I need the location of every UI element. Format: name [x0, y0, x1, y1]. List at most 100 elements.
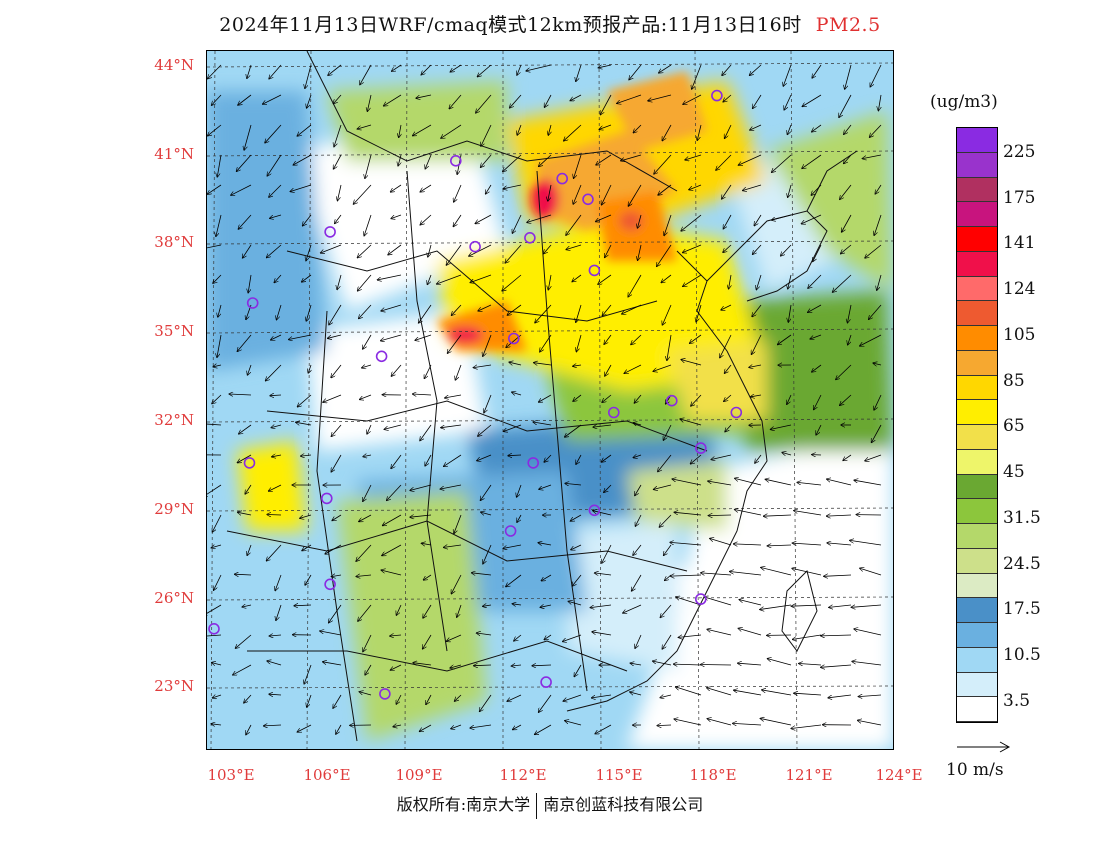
wind-arrow — [792, 605, 822, 606]
wind-arrow — [848, 304, 852, 323]
wind-arrow — [816, 424, 822, 435]
wind-arrow — [576, 304, 582, 322]
city-marker — [507, 332, 520, 345]
lon-label-112: 112°E — [499, 766, 547, 784]
wind-arrow — [791, 724, 822, 729]
wind-arrow — [788, 184, 792, 197]
wind-arrow — [267, 244, 282, 258]
copyright-owner: 版权所有:南京大学 — [396, 795, 531, 814]
wind-arrow — [486, 184, 492, 194]
wind-arrow — [811, 184, 822, 195]
wind-arrow — [599, 124, 612, 129]
wind-arrow — [660, 695, 672, 698]
city-marker — [711, 89, 723, 102]
map-title: 2024年11月13日WRF/cmaq模式12km预报产品:11月13日16时 P… — [0, 10, 1100, 37]
wind-arrow — [711, 454, 732, 460]
legend-label-10-5: 10.5 — [1003, 645, 1041, 665]
wind-arrow — [540, 334, 552, 352]
wind-arrow — [707, 719, 732, 726]
wind-arrow — [765, 479, 792, 486]
wind-arrow — [821, 664, 852, 667]
wind-arrow — [423, 604, 432, 618]
city-marker — [556, 172, 569, 185]
wind-arrow — [734, 690, 762, 696]
wind-arrow — [799, 664, 822, 666]
wind-arrow — [216, 214, 222, 236]
wind-arrow — [753, 244, 762, 254]
wind-arrow — [233, 664, 252, 675]
lat-label-41: 41°N — [154, 145, 194, 163]
wind-arrow — [538, 543, 552, 545]
wind-arrow — [427, 274, 432, 284]
legend-label-24-5: 24.5 — [1003, 554, 1041, 574]
wind-arrow — [365, 154, 372, 178]
wind-arrow — [267, 154, 282, 176]
city-marker — [379, 688, 391, 700]
wind-arrow — [691, 394, 702, 406]
wind-arrow — [296, 422, 312, 426]
wind-arrow — [451, 724, 462, 729]
wind-arrow — [505, 244, 522, 263]
wind-arrow — [391, 184, 402, 192]
wind-arrow — [532, 665, 552, 666]
wind-arrow — [367, 94, 372, 111]
wind-arrow — [633, 423, 642, 425]
wind-arrow — [781, 244, 792, 256]
wind-arrow — [576, 64, 582, 81]
wind-arrow — [504, 424, 522, 431]
wind-arrow — [701, 665, 732, 666]
wind-arrow — [865, 244, 882, 258]
wind-arrow — [568, 601, 582, 606]
wind-arrow — [363, 455, 372, 457]
wind-arrow — [842, 214, 852, 232]
wind-arrow — [662, 304, 672, 325]
wind-arrow — [676, 687, 702, 696]
wind-arrow — [710, 539, 732, 546]
wind-arrow — [265, 124, 282, 143]
wind-arrow — [416, 94, 432, 98]
wind-arrow — [859, 695, 882, 697]
wind-arrow — [802, 214, 822, 224]
wind-arrow — [605, 364, 612, 376]
wind-arrow — [782, 453, 792, 456]
wind-arrow — [635, 484, 642, 496]
wind-arrow — [808, 304, 822, 312]
wind-arrow — [305, 574, 312, 585]
wind-arrow — [635, 634, 642, 648]
wind-arrow — [480, 694, 492, 711]
wind-arrow — [878, 94, 881, 111]
wind-arrow — [674, 512, 702, 516]
lat-label-35: 35°N — [154, 322, 194, 340]
wind-arrow — [238, 454, 252, 463]
wind-arrow — [396, 604, 402, 615]
wind-arrow — [217, 334, 222, 357]
wind-arrow — [600, 94, 612, 115]
wind-arrow — [723, 214, 732, 229]
wind-arrow — [824, 575, 852, 576]
wind-arrow — [390, 635, 402, 636]
wind-arrow — [213, 274, 222, 283]
wind-arrow — [793, 543, 822, 545]
wind-arrow — [424, 574, 432, 580]
wind-arrow — [512, 214, 522, 233]
wind-arrow — [248, 364, 252, 375]
wind-arrow — [444, 454, 462, 466]
wind-arrow — [213, 695, 222, 698]
wind-arrow — [360, 64, 372, 85]
wind-arrow — [477, 633, 492, 635]
wind-arrow — [470, 274, 492, 283]
wind-arrow — [246, 724, 252, 735]
wind-arrow — [573, 365, 582, 366]
wind-arrow — [778, 334, 792, 345]
wind-arrow — [527, 214, 552, 222]
wind-arrow — [381, 334, 402, 341]
legend-label-17-5: 17.5 — [1003, 599, 1041, 619]
wind-arrow — [448, 334, 462, 353]
wind-arrow — [787, 124, 792, 134]
wind-arrow — [598, 274, 612, 284]
wind-arrow — [772, 154, 792, 172]
wind-arrow — [708, 481, 732, 486]
wind-arrow — [812, 364, 822, 372]
wind-arrow — [563, 634, 582, 642]
wind-arrow — [870, 124, 882, 137]
